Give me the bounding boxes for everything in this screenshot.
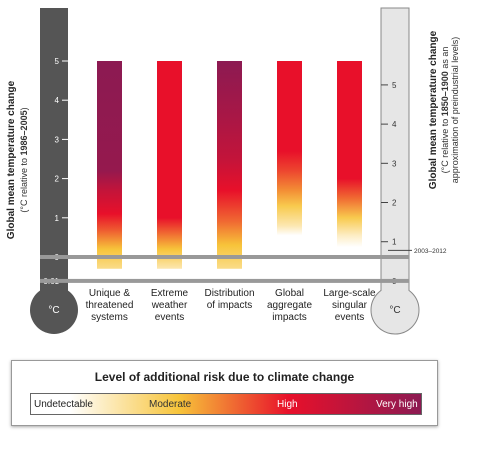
right-tick-label: 3 [392,159,397,168]
annotation-label: 2003–2012 [414,248,447,255]
legend-title: Level of additional risk due to climate … [94,370,355,384]
right-axis-subtitle-line2: approximation of preindustrial levels) [450,37,460,184]
right-thermometer-tube [380,7,410,304]
category-label: of impacts [207,300,253,311]
category-label: Large-scale [323,288,376,299]
baseline-line [40,278,409,283]
left-unit-label: °C [48,305,59,316]
category-label: threatened [86,300,134,311]
left-tick-label: 3 [55,135,60,144]
left-tick-label: 4 [55,96,60,105]
right-tick-label: 4 [392,120,397,129]
right-tick-label: 2 [392,199,397,208]
category-label: Global [275,288,304,299]
risk-bar [97,61,122,269]
left-axis-title: Global mean temperature change [6,80,17,239]
category-label: events [155,312,184,323]
risk-bar [157,61,182,269]
left-tick-label: 5 [55,57,60,66]
category-label: singular [332,300,368,311]
category-label: Extreme [151,288,189,299]
left-tick-label: 2 [55,175,60,184]
category-label: Distribution [204,288,254,299]
risk-bar [337,61,362,269]
right-axis-subtitle: (°C relative to 1850–1900 as an [440,47,450,174]
category-label: systems [91,312,128,323]
category-label: Unique & [89,288,130,299]
right-axis-title: Global mean temperature change [428,30,439,189]
left-tick-label: 1 [55,214,60,223]
category-label: events [335,312,364,323]
legend-gradient-bar: Undetectable Moderate High Very high [30,393,422,415]
risk-bar [217,61,242,269]
category-label: aggregate [267,300,312,311]
left-axis-subtitle: (°C relative to 1986–2005) [19,107,29,212]
category-label: weather [151,300,188,311]
zero-line [40,255,409,259]
left-thermometer-tube [40,8,68,303]
legend-label-high: High [277,399,298,410]
right-tick-label: 5 [392,81,397,90]
right-unit-label: °C [389,305,400,316]
left-thermometer-bulb [30,286,78,334]
risk-legend: Level of additional risk due to climate … [11,360,438,426]
risk-bar [277,61,302,269]
right-tick-label: 1 [392,238,397,247]
legend-label-very-high: Very high [376,399,418,410]
legend-label-moderate: Moderate [149,399,192,410]
legend-label-undetectable: Undetectable [34,399,93,410]
category-label: impacts [272,312,306,323]
